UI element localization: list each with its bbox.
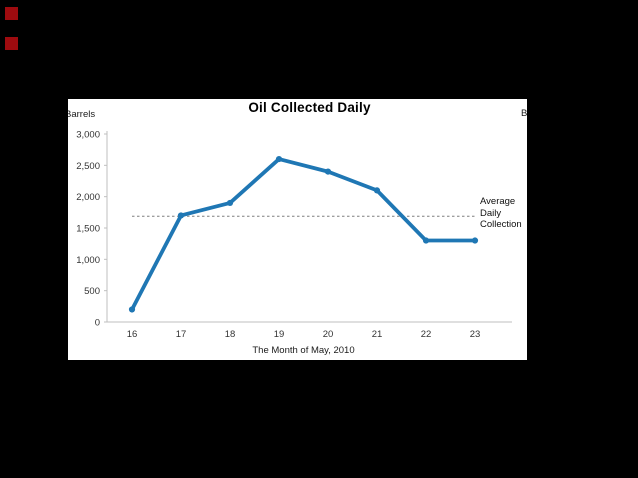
average-line-label-line3: Collection (480, 219, 522, 230)
chart-title: Oil Collected Daily (248, 100, 371, 115)
y-tick-label: 3,000 (76, 130, 100, 141)
red-square-decor-1 (5, 7, 18, 20)
x-tick-label: 16 (127, 329, 138, 340)
average-line-label: Average Daily Collection (480, 196, 522, 231)
data-point-marker (373, 187, 381, 194)
x-axis-title: The Month of May, 2010 (252, 345, 355, 356)
y-tick-label: 1,000 (76, 255, 100, 266)
y-tick-label: 1,500 (76, 224, 100, 235)
y-axis-title: Barrels (68, 109, 96, 120)
x-tick-label: 20 (323, 329, 334, 340)
x-tick-label: 19 (274, 329, 285, 340)
x-tick-label: 23 (470, 329, 481, 340)
y-tick-label: 0 (95, 318, 100, 329)
data-point-marker (128, 306, 136, 313)
average-line-label-line2: Daily (480, 207, 502, 219)
line-chart: 0 500 1,000 1,500 2,000 2,500 3,000 16 17 18 19 20 2… (76, 130, 512, 340)
data-point-marker (177, 212, 185, 219)
x-tick-label: 21 (372, 329, 383, 340)
data-point-marker (226, 199, 234, 207)
data-point-marker (275, 155, 283, 163)
data-line (130, 157, 477, 312)
data-point-marker (471, 237, 479, 244)
y-tick-label: 500 (84, 286, 100, 297)
y-tick-label: 2,000 (76, 192, 100, 203)
chart-panel: Oil Collected Daily Barrels B 0 500 1,000 1… (68, 99, 527, 360)
data-point-marker (422, 237, 430, 244)
x-tick-label: 17 (176, 329, 187, 340)
x-tick-label: 18 (225, 329, 236, 340)
data-point-marker (324, 168, 332, 175)
average-line-label-line1: Average (480, 196, 516, 207)
right-edge-clipped-label: B (521, 108, 527, 119)
y-tick-label: 2,500 (76, 161, 100, 172)
red-square-decor-2 (5, 37, 18, 50)
x-tick-label: 22 (421, 329, 432, 340)
